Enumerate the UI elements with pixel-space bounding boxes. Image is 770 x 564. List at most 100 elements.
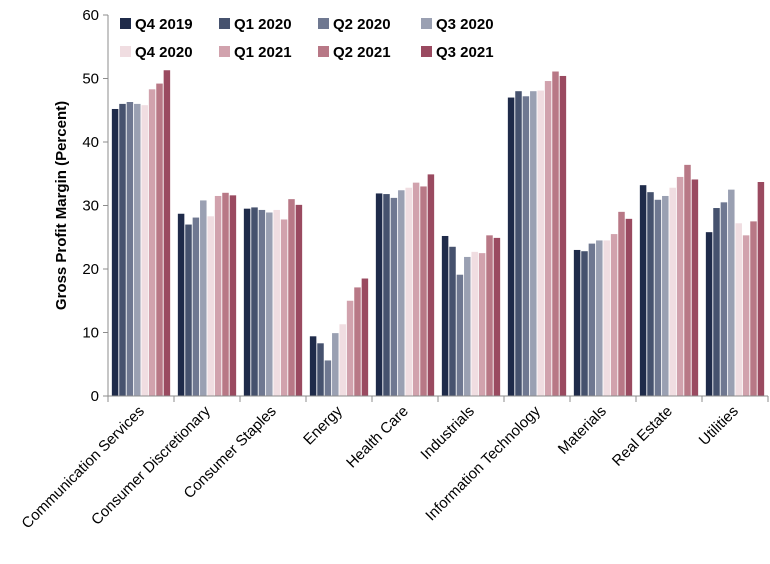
- bar: [273, 209, 280, 396]
- bar: [559, 75, 567, 397]
- bar: [111, 108, 119, 396]
- bar: [222, 192, 229, 396]
- legend-label: Q3 2021: [436, 44, 494, 61]
- bar: [134, 103, 141, 397]
- bar: [720, 202, 728, 396]
- bar: [346, 300, 354, 396]
- legend-label: Q3 2020: [436, 16, 494, 33]
- bar: [544, 81, 552, 396]
- bar: [684, 164, 691, 396]
- bar: [515, 91, 522, 396]
- legend-label: Q4 2019: [135, 16, 193, 33]
- bar: [537, 90, 544, 396]
- bar: [713, 208, 720, 396]
- bar: [185, 224, 192, 396]
- bar: [654, 199, 662, 396]
- legend-item: Q3 2021: [421, 44, 494, 61]
- bar: [705, 232, 713, 396]
- bar: [412, 182, 420, 396]
- bar: [295, 204, 303, 396]
- bar: [552, 71, 559, 396]
- x-tick-label: Industrials: [417, 403, 477, 463]
- bar: [229, 195, 237, 396]
- bar: [735, 223, 742, 396]
- bar: [449, 246, 456, 396]
- bar: [126, 102, 134, 396]
- bar: [522, 96, 530, 396]
- legend-label: Q1 2021: [234, 44, 292, 61]
- bar: [243, 208, 251, 396]
- bar: [691, 179, 699, 396]
- legend-label: Q1 2020: [234, 16, 292, 33]
- legend-swatch: [219, 18, 230, 29]
- x-tick-label: Information Technology: [422, 402, 544, 524]
- bar: [647, 192, 654, 396]
- bar: [214, 195, 222, 396]
- bar: [676, 176, 684, 396]
- bar: [471, 251, 478, 396]
- bar: [427, 174, 435, 396]
- x-tick-label: Consumer Discretionary: [88, 402, 214, 528]
- bar: [639, 185, 647, 396]
- legend-item: Q1 2020: [219, 16, 292, 33]
- bar: [625, 218, 633, 396]
- bar: [361, 278, 369, 396]
- bar: [618, 211, 625, 396]
- bar: [398, 190, 405, 396]
- bar: [420, 186, 427, 396]
- y-tick-label: 20: [82, 261, 99, 278]
- bar: [493, 237, 501, 396]
- y-axis-title: Gross Profit Margin (Percent): [53, 101, 70, 310]
- y-tick-label: 60: [82, 7, 99, 24]
- bar: [339, 324, 346, 396]
- bar: [464, 256, 471, 396]
- y-tick-label: 0: [91, 388, 99, 405]
- legend-label: Q4 2020: [135, 44, 193, 61]
- bar: [486, 235, 493, 396]
- bar: [662, 195, 669, 396]
- bar: [309, 336, 317, 396]
- legend-swatch: [421, 46, 432, 57]
- legend-swatch: [318, 46, 329, 57]
- bar: [596, 240, 603, 396]
- y-tick-label: 40: [82, 134, 99, 151]
- x-tick-label: Energy: [300, 402, 346, 448]
- legend: Q4 2019 Q1 2020 Q2 2020 Q3 2020 Q4 2020 Q1 20…: [120, 16, 494, 61]
- bar: [156, 83, 163, 396]
- bar: [588, 243, 596, 396]
- legend-item: Q1 2021: [219, 44, 292, 61]
- bar: [317, 343, 324, 396]
- bar: [280, 219, 288, 396]
- legend-swatch: [120, 46, 131, 57]
- bar: [177, 213, 185, 396]
- legend-swatch: [421, 18, 432, 29]
- bar: [383, 194, 390, 396]
- legend-swatch: [219, 46, 230, 57]
- y-tick-label: 30: [82, 198, 99, 215]
- bar: [728, 189, 735, 397]
- bar: [375, 193, 383, 396]
- bar: [192, 217, 200, 396]
- legend-swatch: [120, 18, 131, 29]
- bar: [441, 235, 449, 396]
- bar: [332, 333, 339, 396]
- bar: [581, 251, 588, 396]
- bar: [669, 187, 676, 396]
- bar: [207, 216, 214, 396]
- x-tick-label: Utilities: [696, 403, 742, 449]
- bar: [266, 212, 273, 396]
- x-tick-label: Health Care: [343, 403, 412, 472]
- bar: [354, 287, 361, 396]
- y-tick-label: 10: [82, 325, 99, 342]
- x-tick-label: Real Estate: [609, 403, 676, 470]
- bar: [478, 253, 486, 397]
- bar: [141, 105, 148, 397]
- bar: [456, 274, 464, 396]
- bar: [507, 97, 515, 397]
- bar: [742, 235, 750, 396]
- bar: [251, 207, 258, 396]
- legend-label: Q2 2021: [333, 44, 391, 61]
- legend-item: Q2 2020: [318, 16, 391, 33]
- bar: [148, 89, 156, 397]
